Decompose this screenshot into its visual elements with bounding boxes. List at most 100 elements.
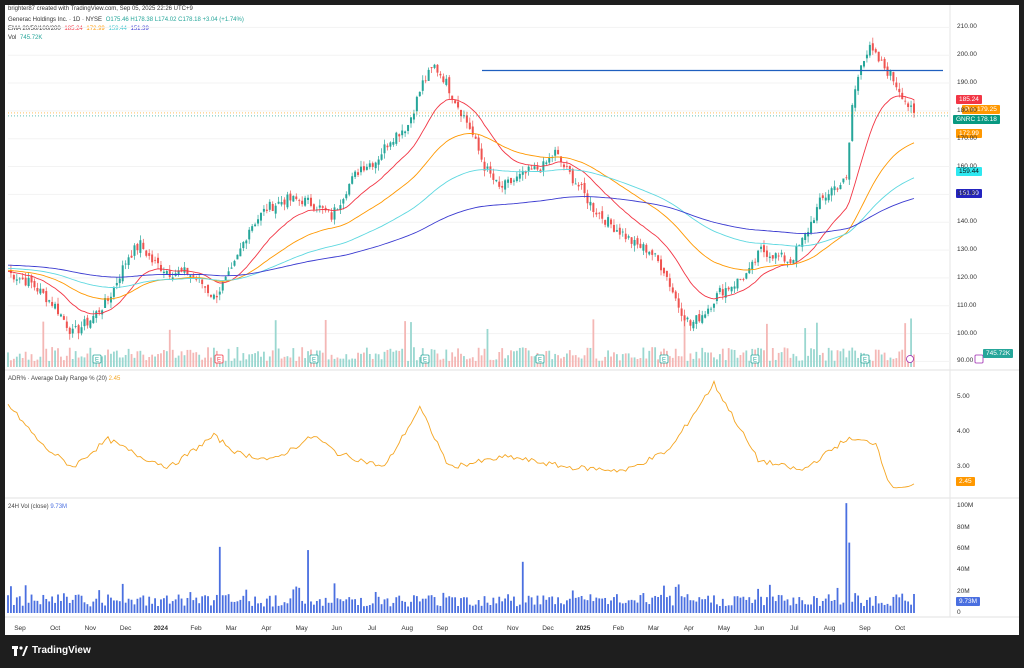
vol24-bar: [542, 595, 545, 613]
candle-body: [389, 142, 392, 147]
vol24-bar: [95, 598, 98, 613]
candle-body: [777, 255, 780, 257]
vol24-bar: [527, 595, 530, 613]
volume-bar: [610, 356, 612, 367]
candle-body: [568, 165, 571, 172]
vol24-bar: [248, 601, 251, 613]
volume-bar: [548, 350, 551, 367]
vol24-bar: [424, 598, 427, 613]
volume-bar: [486, 328, 489, 367]
earnings-marker-icon[interactable]: [860, 354, 870, 364]
candle-body: [57, 303, 60, 315]
volume-bar: [198, 354, 201, 367]
volume-bar: [795, 356, 798, 367]
volume-bar: [718, 354, 721, 367]
vol24-bar: [816, 597, 818, 613]
vol24-bar: [698, 597, 701, 613]
vol-legend[interactable]: Vol 745.72K: [8, 35, 44, 41]
candle-body: [142, 242, 145, 250]
candle-body: [515, 176, 518, 182]
volume-bar: [760, 348, 762, 367]
volume-bar: [213, 347, 215, 367]
vol24-bar: [748, 597, 751, 613]
candle-body: [577, 184, 580, 187]
vol24-bar: [318, 599, 321, 613]
candle-body: [710, 308, 713, 310]
earnings-marker-icon[interactable]: [420, 354, 430, 364]
volume-bar: [904, 323, 907, 367]
earnings-marker-icon[interactable]: [309, 354, 319, 364]
vol24-bar: [560, 603, 562, 613]
earnings-marker-icon[interactable]: [92, 354, 102, 364]
volume-bar: [386, 349, 389, 367]
candle-body: [707, 308, 710, 314]
upcoming-earnings-icon[interactable]: [974, 354, 984, 364]
candle-body: [698, 314, 701, 322]
vol24-bar: [65, 596, 68, 613]
earnings-marker-icon[interactable]: [659, 354, 669, 364]
vol24-bar: [195, 597, 198, 613]
candle-body: [727, 287, 730, 290]
candle-body: [804, 233, 807, 240]
vol24-bar: [863, 606, 865, 613]
volume-bar: [27, 359, 30, 367]
volume-bar: [160, 353, 162, 367]
candle-body: [39, 288, 42, 294]
ema-legend[interactable]: EMA 20/50/100/200 185.24 172.99 159.44 1…: [8, 26, 151, 32]
earnings-marker-icon[interactable]: [214, 354, 224, 364]
volume-bar: [827, 347, 830, 367]
vol24-bar: [51, 596, 54, 613]
volume-bar: [127, 348, 130, 367]
candle-body: [365, 166, 368, 170]
candle-body: [836, 188, 839, 190]
volume-bar: [301, 347, 304, 367]
vol24-bar: [613, 597, 615, 613]
earnings-marker-icon[interactable]: [750, 354, 760, 364]
volume-bar: [242, 353, 245, 367]
candle-body: [171, 277, 174, 280]
candle-body: [774, 253, 777, 259]
x-axis-tick-label: Aug: [823, 625, 836, 632]
vol24-bar: [315, 600, 318, 613]
candle-body: [259, 212, 262, 221]
vol24-bar: [886, 603, 889, 613]
vol24-bar: [757, 588, 759, 613]
tradingview-logo[interactable]: TradingView: [12, 645, 91, 656]
vol24-bar: [877, 603, 880, 613]
volume-bar: [748, 360, 751, 367]
vol24-bar: [510, 600, 512, 613]
candle-body: [739, 278, 742, 280]
vol24-bar: [433, 597, 436, 613]
candle-body: [204, 286, 207, 288]
candle-body: [65, 321, 68, 328]
candle-body: [151, 254, 154, 263]
earnings-marker-letter: E: [538, 358, 542, 364]
vol24-bar: [739, 597, 742, 613]
volume-bar: [230, 360, 233, 367]
vol24-bar: [480, 605, 483, 613]
adr-legend[interactable]: ADR% · Average Daily Range % (20) 2.45: [8, 376, 120, 382]
volume-bar: [280, 358, 283, 367]
candle-body: [674, 291, 677, 299]
earnings-marker-icon[interactable]: [535, 354, 545, 364]
vol24-bar: [701, 599, 704, 613]
dividend-marker-icon[interactable]: [906, 355, 914, 363]
volume-bar: [701, 347, 704, 367]
vol24-bar: [771, 596, 774, 613]
volume-bar: [842, 348, 845, 367]
volume-bar: [24, 351, 27, 367]
volume-bar: [392, 351, 395, 367]
vol24-legend[interactable]: 24H Vol (close) 9.73M: [8, 504, 67, 510]
candle-body: [821, 195, 824, 199]
candle-body: [395, 132, 398, 144]
vol24-bar: [689, 600, 692, 613]
volume-bar: [130, 354, 133, 367]
symbol-line[interactable]: Generac Holdings Inc. · 1D · NYSE: [8, 17, 103, 23]
candle-body: [492, 173, 495, 180]
vol24-bar: [601, 598, 604, 613]
volume-bar: [786, 348, 789, 367]
volume-bar: [745, 350, 748, 367]
candle-body: [124, 263, 127, 265]
vol24-bar: [215, 594, 218, 613]
